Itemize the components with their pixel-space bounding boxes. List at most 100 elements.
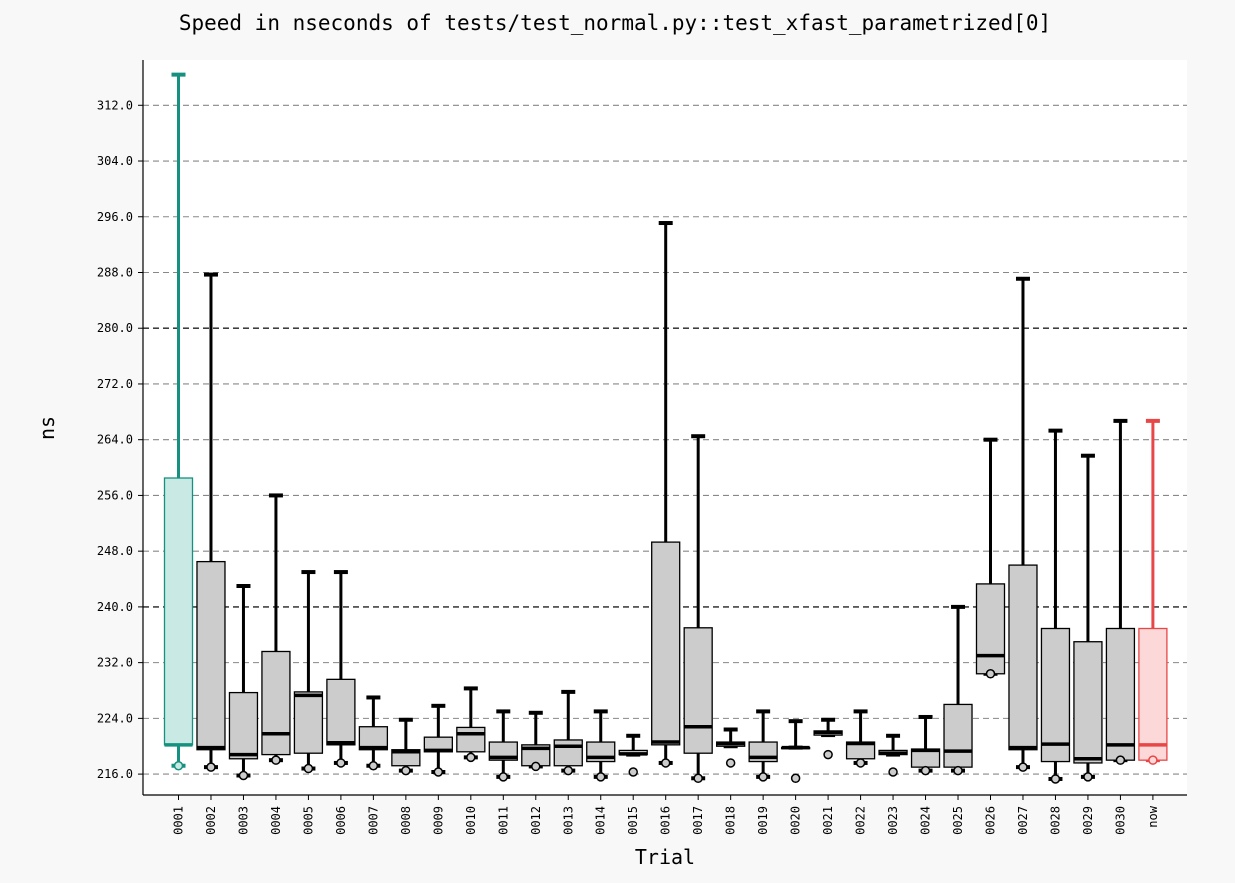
outlier-point [693, 773, 703, 784]
outlier-point [1148, 755, 1158, 765]
iqr-box [228, 691, 259, 760]
iqr-box [261, 650, 291, 756]
box-0001 [163, 72, 194, 771]
outlier-point [725, 758, 736, 768]
box-0004 [261, 493, 291, 765]
x-tick-label: 0016 [659, 806, 673, 835]
outlier-point [433, 767, 444, 777]
x-tick-label: now [1146, 805, 1160, 827]
outlier-point [920, 765, 931, 776]
outlier-point [1115, 755, 1126, 765]
box-0015 [618, 733, 648, 777]
box-0003 [228, 583, 259, 781]
x-tick-label: 0023 [886, 806, 900, 835]
box-0018 [716, 727, 746, 768]
x-tick-label: 0027 [1016, 806, 1030, 835]
y-tick-label: 264.0 [97, 433, 133, 447]
y-tick-label: 256.0 [97, 488, 133, 502]
x-tick-label: 0024 [919, 806, 933, 835]
x-tick-label: 0019 [756, 806, 770, 835]
iqr-box [1008, 564, 1038, 751]
iqr-box [456, 726, 486, 753]
box-0011 [488, 709, 518, 782]
box-0014 [586, 709, 616, 782]
box-0013 [553, 689, 583, 776]
box-0007 [358, 695, 389, 771]
x-tick-label: 0029 [1081, 806, 1095, 835]
outlier-point [173, 760, 184, 771]
box-0008 [391, 717, 421, 776]
y-axis-label: ns [35, 416, 59, 440]
outlier-point [888, 767, 898, 777]
box-0010 [456, 686, 486, 763]
iqr-box [975, 583, 1006, 675]
iqr-box [943, 703, 973, 768]
y-tick-label: 280.0 [97, 321, 133, 335]
y-tick-labels: 216.0 224.0 232.0 240.0 248.0 256.0 264.0 272.0… [97, 98, 143, 781]
x-tick-label: 0009 [431, 806, 445, 835]
box-0025 [943, 604, 973, 776]
outlier-point [336, 758, 346, 768]
outlier-point [206, 762, 216, 772]
outlier-point [660, 758, 671, 768]
y-tick-label: 232.0 [97, 656, 133, 670]
outlier-point [953, 765, 963, 776]
x-tick-label: 0002 [204, 806, 218, 835]
outlier-point [563, 765, 574, 776]
x-tick-label: 0015 [626, 806, 640, 835]
x-tick-label: 0013 [561, 806, 575, 835]
outlier-point [498, 772, 509, 782]
box-0012 [521, 710, 551, 772]
y-tick-label: 224.0 [97, 711, 133, 725]
x-tick-label: 0030 [1113, 806, 1127, 835]
box-0022 [845, 709, 876, 768]
box-0029 [1073, 453, 1103, 782]
x-tick-label: 0006 [334, 806, 348, 835]
x-tick-label: 0004 [269, 806, 283, 835]
box-0027 [1008, 276, 1038, 772]
x-tick-label: 0026 [984, 806, 998, 835]
outlier-point [466, 752, 476, 763]
outlier-point [1018, 762, 1028, 772]
box-0024 [910, 714, 941, 776]
x-tick-label: 0021 [821, 806, 835, 835]
box-0021 [813, 717, 843, 760]
x-tick-label: 0001 [172, 806, 186, 835]
iqr-box [651, 541, 681, 746]
iqr-box [326, 678, 356, 746]
y-tick-label: 288.0 [97, 265, 133, 279]
x-tick-label: 0020 [789, 806, 803, 835]
box-0023 [878, 733, 908, 777]
x-axis-label: Trial [635, 845, 695, 869]
box-0026 [975, 437, 1006, 679]
outlier-point [628, 767, 638, 777]
outlier-point [531, 761, 541, 772]
iqr-box [1040, 627, 1071, 763]
x-tick-label: 0028 [1048, 806, 1062, 835]
x-tick-label: 0008 [399, 806, 413, 835]
iqr-box [391, 749, 421, 767]
iqr-box [196, 560, 226, 751]
x-tick-label: 0010 [464, 806, 478, 835]
x-tick-label: 0017 [691, 806, 705, 835]
chart-title: Speed in nseconds of tests/test_normal.p… [179, 11, 1051, 35]
x-tick-label: 0011 [496, 806, 510, 835]
box-now [1138, 418, 1168, 765]
iqr-box [1073, 641, 1103, 764]
box-0019 [748, 709, 778, 782]
iqr-box [553, 739, 583, 767]
y-tick-label: 240.0 [97, 600, 133, 614]
outlier-point [790, 773, 801, 784]
x-tick-label: 0025 [951, 806, 965, 835]
y-tick-label: 296.0 [97, 210, 133, 224]
x-tick-label: 0007 [366, 806, 380, 835]
box-0017 [683, 434, 713, 784]
x-tick-label: 0018 [724, 806, 738, 835]
outlier-point [595, 772, 606, 782]
x-tick-label: 0022 [854, 806, 868, 835]
x-tick-label: 0003 [236, 806, 250, 835]
outlier-point [985, 669, 996, 679]
y-tick-label: 216.0 [97, 767, 133, 781]
iqr-box [1138, 627, 1168, 761]
